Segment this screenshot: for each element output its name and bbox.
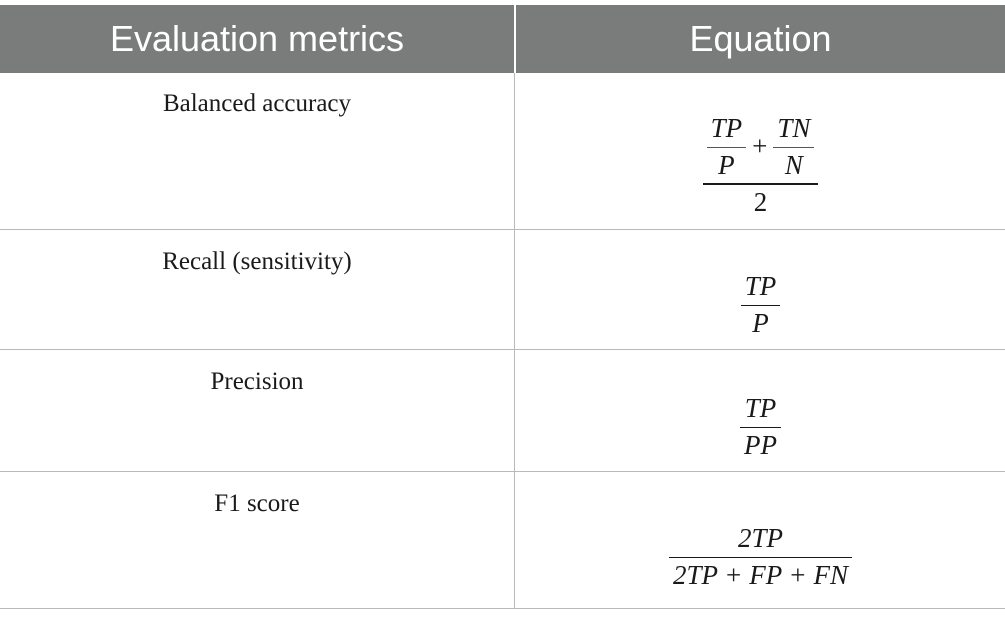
fraction-tn-numerator: TN [777, 113, 811, 143]
balanced-accuracy-outer-fraction: TP P + TN N 2 [702, 113, 819, 217]
fraction-bar [740, 426, 781, 429]
header-separator [514, 5, 516, 73]
f1-numerator: 2TP [737, 523, 783, 553]
header-evaluation-metrics: Evaluation metrics [0, 5, 514, 73]
fraction-bar [702, 183, 819, 185]
header-equation: Equation [516, 5, 1005, 73]
fraction-p-denominator: P [718, 149, 735, 180]
recall-numerator: TP [744, 271, 777, 301]
fraction-bar [740, 304, 781, 307]
equation-precision: TP PP [516, 393, 1005, 461]
precision-numerator: TP [744, 393, 777, 423]
balanced-accuracy-denominator: 2 [753, 186, 768, 217]
row-divider [0, 471, 1005, 472]
table-bottom-border [0, 608, 1005, 609]
metric-balanced-accuracy: Balanced accuracy [162, 90, 352, 117]
metric-f1-score: F1 score [214, 490, 300, 517]
balanced-accuracy-numerator: TP P + TN N [703, 113, 819, 183]
fraction-bar [669, 556, 852, 559]
recall-denominator: P [752, 308, 769, 339]
row-divider [0, 349, 1005, 350]
column-divider [514, 73, 515, 609]
row-divider [0, 229, 1005, 230]
metric-precision: Precision [210, 368, 304, 395]
fraction-n-denominator: N [784, 149, 803, 180]
fraction-tp-numerator: TP [710, 113, 743, 143]
f1-denominator: 2TP + FP + FN [673, 560, 848, 591]
equation-f1-score: 2TP 2TP + FP + FN [516, 523, 1005, 591]
equation-recall: TP P [516, 271, 1005, 339]
plus-sign: + [752, 131, 768, 162]
precision-denominator: PP [744, 430, 777, 461]
equation-balanced-accuracy: TP P + TN N 2 [516, 113, 1005, 217]
metric-recall: Recall (sensitivity) [162, 248, 352, 275]
